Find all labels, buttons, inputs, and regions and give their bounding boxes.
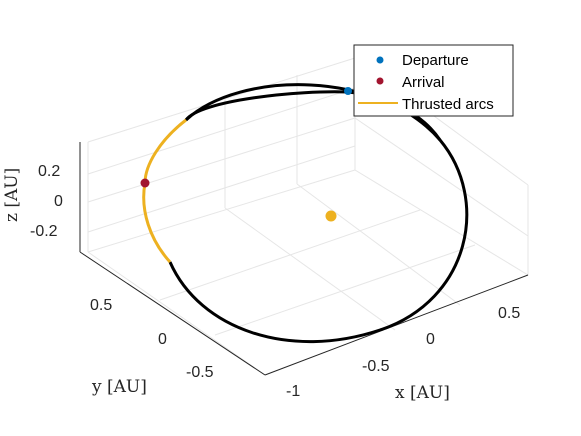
y-tick-label: -0.5: [186, 364, 214, 381]
x-axis-label: x [AU]: [395, 383, 450, 403]
z-tick-label: 0: [54, 193, 63, 210]
legend-thrusted-label: Thrusted arcs: [402, 96, 494, 113]
z-tick-label: 0.2: [38, 163, 60, 180]
thrusted-arc: [142, 118, 187, 264]
grid: [87, 57, 529, 376]
x-tick-label: 0: [426, 331, 435, 348]
arrival-marker: [140, 178, 150, 188]
x-tick-label: -1: [286, 383, 300, 400]
departure-marker: [344, 87, 352, 95]
black-orbit-arc-1: [168, 83, 469, 343]
sun-marker: [325, 210, 337, 222]
trajectory: [142, 83, 469, 343]
y-tick-label: 0: [158, 331, 167, 348]
legend-departure-marker: [376, 56, 384, 64]
z-axis-label: z [AU]: [2, 168, 22, 222]
z-tick-label: -0.2: [30, 223, 58, 240]
y-tick-label: 0.5: [90, 297, 112, 314]
legend: Departure Arrival Thrusted arcs: [353, 44, 514, 117]
legend-arrival-label: Arrival: [402, 74, 445, 91]
x-tick-label: -0.5: [362, 358, 390, 375]
y-axis-label: y [AU]: [91, 377, 147, 397]
legend-arrival-marker: [376, 77, 384, 85]
x-tick-label: 0.5: [498, 305, 520, 322]
legend-departure-label: Departure: [402, 52, 469, 69]
